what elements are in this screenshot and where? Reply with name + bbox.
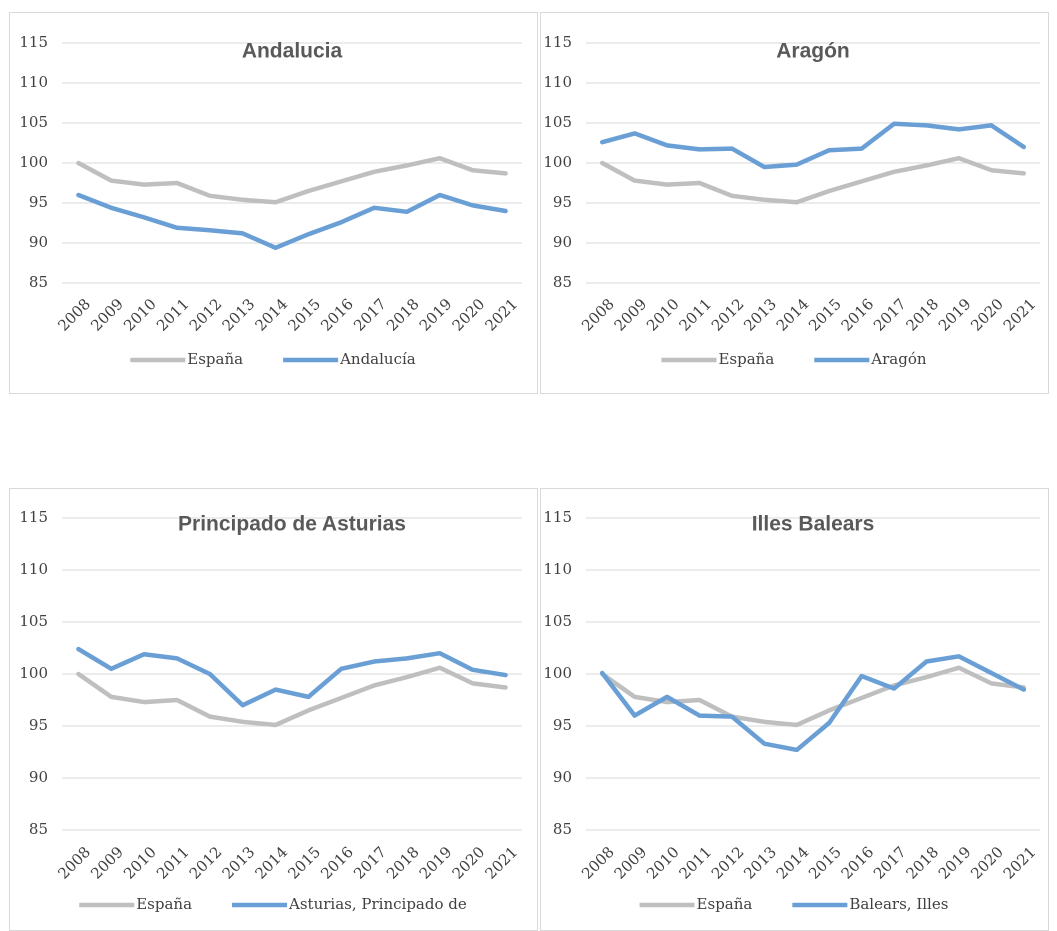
y-tick-label: 115 [543,33,572,51]
series-line [76,192,508,251]
y-tick-label: 105 [19,113,48,131]
y-tick-label: 95 [553,716,572,734]
y-tick-label: 95 [553,193,572,211]
y-tick-label: 115 [543,508,572,526]
y-tick-label: 100 [19,153,48,171]
y-tick-label: 90 [29,233,48,251]
legend-label: Balears, Illes [849,895,948,913]
y-tick-label: 95 [29,193,48,211]
chart-frame [9,488,538,931]
y-tick-label: 100 [543,153,572,171]
y-tick-label: 85 [553,820,572,838]
chart-title: Principado de Asturias [178,513,406,536]
legend-label: Aragón [870,350,927,368]
y-tick-label: 85 [553,273,572,291]
y-tick-label: 100 [543,664,572,682]
series-line [599,155,1027,205]
y-tick-label: 105 [543,113,572,131]
series-line [76,646,508,708]
y-tick-label: 95 [29,716,48,734]
chart-title: Aragón [776,40,850,63]
y-tick-label: 85 [29,820,48,838]
y-tick-label: 90 [29,768,48,786]
legend-label: España [187,350,243,368]
y-tick-label: 110 [19,560,48,578]
y-tick-label: 85 [29,273,48,291]
legend-label: España [697,895,753,913]
y-tick-label: 90 [553,768,572,786]
series-line [76,155,508,205]
legend-label: España [718,350,774,368]
y-tick-label: 110 [19,73,48,91]
chart-title: Andalucia [242,40,343,63]
series-line [76,665,508,728]
legend-label: España [136,895,192,913]
chart-frame [540,488,1049,931]
y-tick-label: 100 [19,664,48,682]
series-line [599,121,1027,170]
legend-label: Asturias, Principado de [288,895,467,913]
y-tick-label: 115 [19,508,48,526]
y-tick-label: 110 [543,73,572,91]
chart-title: Illes Balears [752,513,875,536]
y-tick-label: 90 [553,233,572,251]
y-tick-label: 110 [543,560,572,578]
legend-label: Andalucía [339,350,416,368]
y-tick-label: 105 [543,612,572,630]
series-line [599,654,1027,753]
y-tick-label: 105 [19,612,48,630]
y-tick-label: 115 [19,33,48,51]
